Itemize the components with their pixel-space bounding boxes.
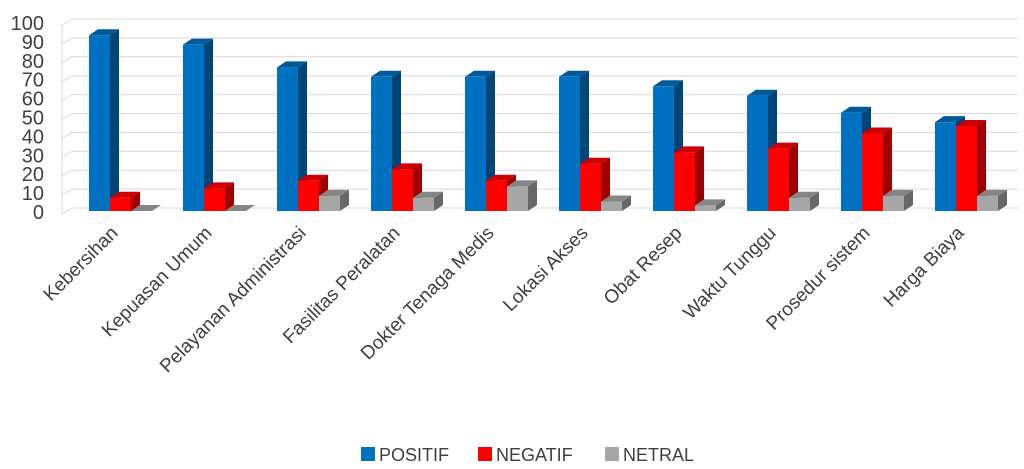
- gridline: [61, 75, 1018, 83]
- gridline: [61, 113, 1018, 120]
- y-tick-label: 70: [22, 70, 44, 92]
- bars: [89, 29, 1007, 212]
- gridline: [61, 18, 1018, 26]
- y-tick-label: 80: [22, 51, 44, 73]
- y-tick-label: 10: [22, 183, 44, 205]
- legend-label-negatif: NEGATIF: [496, 445, 573, 465]
- bar-negatif: [298, 174, 328, 211]
- gridline: [61, 56, 1018, 64]
- x-category-label: Lokasi Akses: [499, 223, 592, 316]
- bar-netral: [695, 199, 725, 211]
- bar-positif: [277, 61, 307, 211]
- bar-netral: [789, 191, 819, 211]
- legend-swatch-negatif: [478, 447, 492, 461]
- x-category-label: Prosedur sistem: [763, 223, 875, 335]
- bar-netral: [883, 189, 913, 211]
- y-tick-label: 90: [22, 32, 44, 54]
- gridline: [61, 94, 1018, 102]
- bar-negatif: [956, 119, 986, 211]
- y-tick-label: 40: [22, 126, 44, 148]
- gridline: [61, 131, 1018, 139]
- bar-negatif: [204, 182, 234, 211]
- y-tick-label: 100: [11, 13, 44, 35]
- legend-label-netral: NETRAL: [623, 445, 694, 465]
- y-tick-label: 30: [22, 145, 44, 167]
- x-category-label: Waktu Tunggu: [680, 223, 781, 324]
- legend-label-positif: POSITIF: [379, 445, 449, 465]
- bar-netral: [131, 205, 161, 211]
- y-tick-label: 50: [22, 108, 44, 130]
- bar-netral: [225, 205, 255, 211]
- bar-netral: [977, 189, 1007, 211]
- bar-netral: [507, 180, 537, 211]
- y-tick-label: 60: [22, 89, 44, 111]
- y-tick-label: 0: [33, 202, 44, 224]
- x-category-label: Kebersihan: [40, 223, 123, 306]
- gridline: [61, 37, 1018, 45]
- y-tick-label: 20: [22, 164, 44, 186]
- x-category-label: Harga Biaya: [880, 222, 969, 311]
- legend-swatch-netral: [605, 447, 619, 461]
- bar-positif: [183, 38, 213, 212]
- bar-positif: [89, 29, 119, 212]
- bar-positif: [465, 70, 495, 211]
- bar-netral: [601, 195, 631, 211]
- bar-netral: [413, 191, 443, 211]
- legend: POSITIF NEGATIF NETRAL: [361, 445, 694, 465]
- gridlines: [61, 18, 1018, 215]
- bar-netral: [319, 189, 349, 211]
- legend-swatch-positif: [361, 447, 375, 461]
- bar-negatif: [110, 191, 140, 211]
- x-category-label: Obat Resep: [600, 223, 687, 310]
- bar-negatif: [862, 127, 892, 211]
- bar-negatif: [674, 146, 704, 211]
